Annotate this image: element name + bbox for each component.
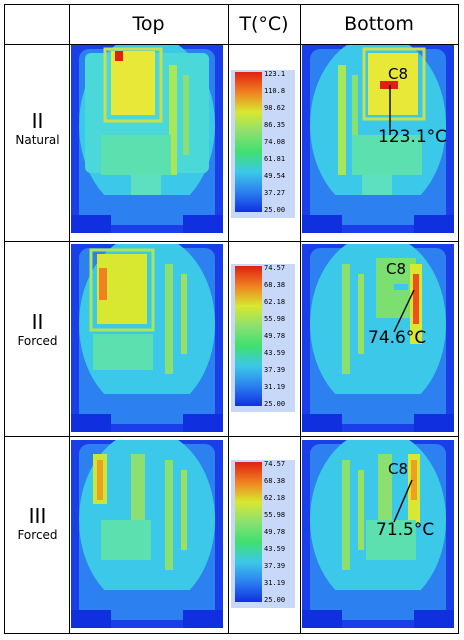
scale-tick: 49.54 bbox=[264, 172, 286, 180]
component-label: C8 bbox=[388, 460, 409, 478]
scale-tick: 55.98 bbox=[264, 511, 286, 519]
scale-tick: 74.57 bbox=[264, 264, 286, 272]
max-temp-label: 71.5°C bbox=[376, 520, 435, 540]
column-divider bbox=[69, 5, 70, 633]
row-config: II bbox=[31, 109, 44, 133]
thermal-map-top-row3 bbox=[71, 440, 223, 628]
scale-tick: 74.08 bbox=[264, 138, 286, 146]
scale-tick: 37.39 bbox=[264, 562, 286, 570]
thermal-map-bottom-row2: C8 74.6°C bbox=[302, 244, 454, 432]
thermal-comparison-table: Top T(°C) Bottom II Natural II Forced II… bbox=[4, 4, 459, 634]
scale-tick: 31.19 bbox=[264, 579, 286, 587]
scale-tick: 25.00 bbox=[264, 596, 286, 604]
thermal-map-bottom-row1: C8 123.1°C bbox=[302, 45, 454, 233]
scale-tick: 49.78 bbox=[264, 332, 286, 340]
thermal-map-bottom-row3: C8 71.5°C bbox=[302, 440, 454, 628]
scale-tick: 68.38 bbox=[264, 281, 286, 289]
scale-tick: 61.81 bbox=[264, 155, 286, 163]
scale-tick: 123.1 bbox=[264, 70, 286, 78]
max-temp-label: 74.6°C bbox=[368, 328, 427, 348]
scale-tick: 68.38 bbox=[264, 477, 286, 485]
row-divider bbox=[5, 44, 458, 45]
color-bar bbox=[235, 72, 262, 212]
scale-tick: 37.27 bbox=[264, 189, 286, 197]
scale-tick: 31.19 bbox=[264, 383, 286, 391]
row-config: III bbox=[28, 504, 47, 528]
header-bottom: Bottom bbox=[344, 13, 414, 35]
row-condition: Natural bbox=[15, 133, 60, 147]
scale-tick: 98.62 bbox=[264, 104, 286, 112]
scale-tick: 49.78 bbox=[264, 528, 286, 536]
header-temperature: T(°C) bbox=[239, 13, 289, 35]
row-divider bbox=[5, 436, 458, 437]
column-divider bbox=[300, 5, 301, 633]
row-config: II bbox=[31, 310, 44, 334]
row-condition: Forced bbox=[17, 528, 58, 542]
component-label: C8 bbox=[388, 65, 409, 83]
thermal-map-top-row1 bbox=[71, 45, 223, 233]
scale-tick: 62.18 bbox=[264, 298, 286, 306]
temperature-scale-row1: 123.1 110.8 98.62 86.35 74.08 61.81 49.5… bbox=[231, 70, 296, 218]
header-top: Top bbox=[132, 13, 165, 35]
temperature-scale-row3: 74.57 68.38 62.18 55.98 49.78 43.59 37.3… bbox=[231, 460, 296, 608]
thermal-map-top-row2 bbox=[71, 244, 223, 432]
scale-tick: 37.39 bbox=[264, 366, 286, 374]
scale-tick: 74.57 bbox=[264, 460, 286, 468]
scale-tick: 25.00 bbox=[264, 206, 286, 214]
color-bar bbox=[235, 266, 262, 406]
temperature-scale-row2: 74.57 68.38 62.18 55.98 49.78 43.59 37.3… bbox=[231, 264, 296, 412]
scale-tick: 43.59 bbox=[264, 545, 286, 553]
row-label-1: II Natural bbox=[5, 110, 70, 148]
component-label: C8 bbox=[386, 260, 407, 278]
scale-tick: 86.35 bbox=[264, 121, 286, 129]
scale-tick: 110.8 bbox=[264, 87, 286, 95]
row-divider bbox=[5, 241, 458, 242]
scale-tick: 43.59 bbox=[264, 349, 286, 357]
scale-tick: 25.00 bbox=[264, 400, 286, 408]
row-label-2: II Forced bbox=[5, 311, 70, 349]
row-label-3: III Forced bbox=[5, 505, 70, 543]
scale-tick: 55.98 bbox=[264, 315, 286, 323]
color-bar bbox=[235, 462, 262, 602]
scale-tick: 62.18 bbox=[264, 494, 286, 502]
row-condition: Forced bbox=[17, 334, 58, 348]
column-divider bbox=[228, 5, 229, 633]
max-temp-label: 123.1°C bbox=[378, 127, 448, 147]
